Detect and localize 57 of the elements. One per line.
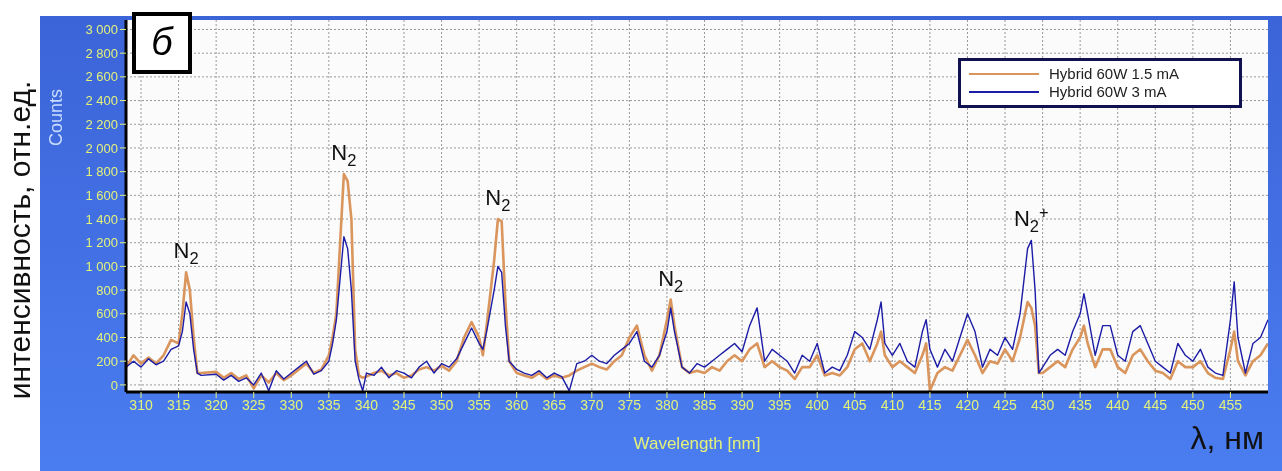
x-tick-label: 350: [429, 396, 454, 413]
y-tick-label: 1 000: [85, 259, 118, 275]
x-tick-label: 455: [1218, 396, 1243, 413]
y-tick-label: 1 600: [85, 187, 118, 203]
x-tick-label: 310: [129, 396, 153, 413]
x-tick-label: 435: [1068, 396, 1093, 413]
x-tick-label: 410: [880, 396, 905, 413]
y-tick-label: 1 800: [85, 164, 118, 180]
x-tick-label: 430: [1030, 396, 1055, 413]
x-tick-label: 440: [1106, 396, 1130, 413]
text: λ, нм: [1190, 420, 1264, 457]
y-tick-label: 1 200: [85, 235, 118, 251]
x-tick-label: 375: [617, 396, 642, 413]
y-tick-label: 200: [96, 353, 118, 369]
x-tick-label: 340: [354, 396, 379, 413]
x-tick-label: 325: [242, 396, 266, 413]
x-tick-label: 445: [1143, 396, 1168, 413]
x-tick-label: 360: [505, 396, 529, 413]
y-tick-label: 3 000: [85, 22, 118, 38]
x-tick-label: 335: [317, 396, 341, 413]
y-tick-label: 2 800: [85, 45, 118, 61]
x-tick-label: 390: [730, 396, 754, 413]
y-tick-label: 0: [110, 377, 118, 393]
y-axis-title: Counts: [46, 88, 67, 146]
x-tick-label: 450: [1181, 396, 1205, 413]
annotation: N$_{2}$: [658, 265, 684, 295]
x-tick-label: 330: [279, 396, 304, 413]
x-tick-label: 380: [655, 396, 679, 413]
y-tick-label: 600: [96, 306, 118, 322]
y-tick-label: 2 400: [85, 93, 118, 109]
x-tick-label: 395: [767, 396, 792, 413]
x-tick-label: 400: [805, 396, 830, 413]
x-tick-label: 365: [542, 396, 567, 413]
x-tick-label: 425: [993, 396, 1017, 413]
x-axis-title: Wavelength [nm]: [633, 434, 761, 453]
annotation: N$_{2}$: [485, 185, 511, 214]
y-tick-label: 400: [96, 330, 118, 346]
x-tick-label: 405: [843, 396, 867, 413]
legend-label: Hybrid 60W 3 mA: [1049, 83, 1167, 101]
x-tick-label: 415: [918, 396, 942, 413]
x-tick-label: 345: [392, 396, 416, 413]
legend-label: Hybrid 60W 1.5 mA: [1049, 65, 1180, 83]
x-tick-label: 315: [166, 396, 191, 413]
x-tick-label: 320: [204, 396, 229, 413]
x-tick-label: 420: [955, 396, 980, 413]
annotation: N$_{2}$: [173, 238, 199, 268]
x-tick-label: 385: [692, 396, 717, 413]
annotation: б: [132, 12, 192, 74]
annotation: N$_{2}$: [331, 140, 357, 169]
y-tick-label: 2 600: [85, 69, 118, 85]
x-tick-label: 355: [467, 396, 492, 413]
text: интенсивность, отн.ед.: [3, 80, 37, 400]
x-tick-label: 370: [580, 396, 604, 413]
y-tick-label: 2 000: [85, 140, 118, 156]
y-tick-label: 800: [96, 282, 118, 298]
y-tick-label: 2 200: [85, 116, 118, 132]
y-tick-label: 1 400: [85, 211, 118, 227]
